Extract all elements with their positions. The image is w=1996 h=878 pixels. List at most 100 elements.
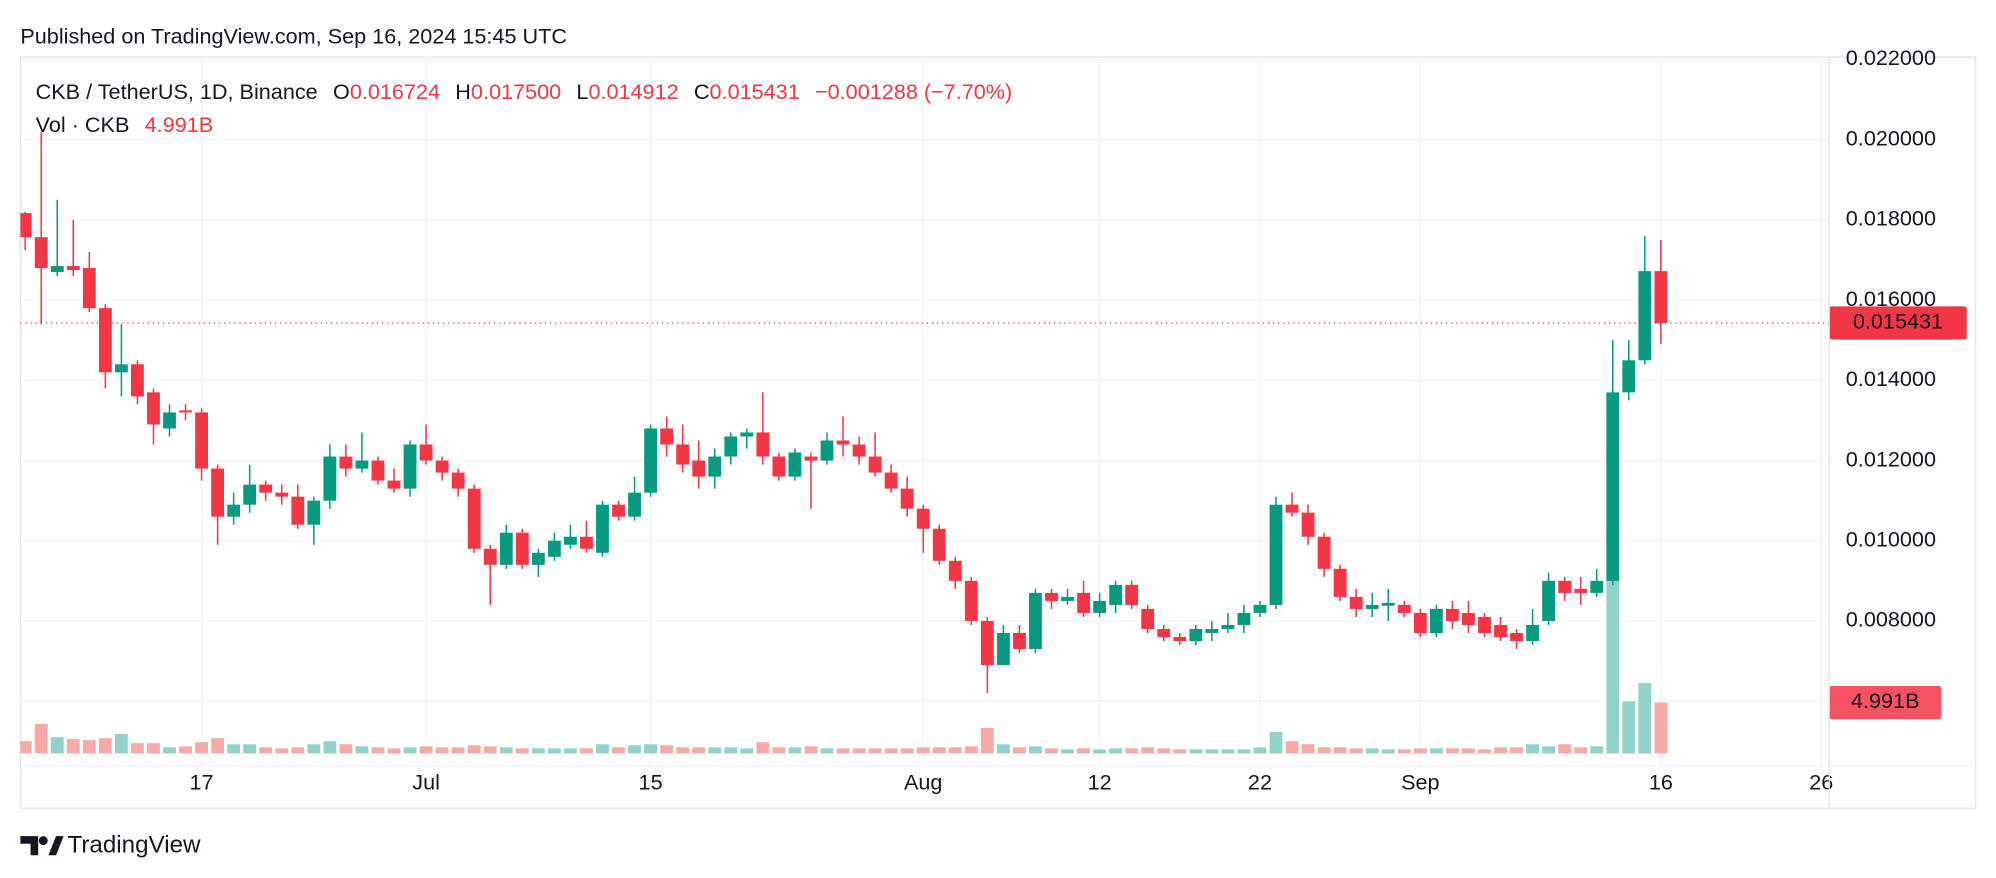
volume-bar [612, 747, 625, 754]
volume-bar [243, 744, 257, 754]
candle-body [980, 620, 994, 666]
volume-bar [147, 743, 160, 754]
volume-bar [355, 746, 369, 754]
candle-body [1077, 592, 1090, 613]
volume-bar [900, 748, 914, 754]
candle-body [1413, 612, 1427, 634]
volume-bar [1478, 749, 1491, 754]
volume-bar [1093, 749, 1107, 754]
y-tick-label: 0.008000 [1846, 607, 1936, 632]
volume-bar [1029, 746, 1042, 754]
candle-body [1526, 624, 1539, 642]
volume-bar [435, 747, 449, 754]
ohlc-key: H [455, 78, 471, 103]
volume-bar [227, 744, 241, 754]
volume-bar [371, 747, 385, 754]
plot-area [20, 131, 1830, 754]
candle-body [1462, 612, 1475, 625]
volume-bar [580, 748, 593, 754]
volume-bar [708, 747, 722, 754]
volume-bar [692, 747, 706, 754]
candle-body [1622, 360, 1636, 393]
volume-badge-label: 4.991B [1851, 688, 1920, 713]
candle-body [1558, 580, 1572, 593]
volume-bar [1413, 748, 1427, 754]
published-note: Published on TradingView.com, Sep 16, 20… [20, 24, 567, 49]
volume-bar [932, 747, 946, 754]
candle-body [1638, 271, 1652, 361]
grid [20, 57, 1830, 767]
volume-bar [1061, 749, 1074, 754]
candle-body [740, 432, 754, 437]
volume-bar [195, 742, 208, 754]
volume-bar [1285, 741, 1299, 754]
volume-bar [20, 741, 32, 754]
candle-body [868, 456, 882, 473]
volume-bar [756, 742, 770, 754]
legend-line: CKB / TetherUS, 1D, Binance O0.016724 H0.0… [36, 78, 1013, 103]
candle-body [996, 633, 1010, 666]
candle-body [964, 580, 978, 621]
candle-body [339, 456, 353, 469]
volume-bar [804, 746, 818, 754]
candle-body [1574, 588, 1588, 593]
volume-bar [1590, 746, 1604, 754]
candle-body [1381, 602, 1395, 606]
candle-body [1013, 633, 1026, 650]
candle-body [1093, 600, 1107, 613]
y-tick-label: 0.022000 [1846, 45, 1936, 70]
volume-bar [1638, 683, 1652, 754]
volume-bar [1574, 747, 1588, 754]
ohlc-value: 0.017500 [471, 78, 561, 103]
volume-bar [259, 747, 273, 754]
candle-body [20, 213, 32, 238]
x-tick-label: Jul [412, 770, 440, 795]
candle-body [451, 472, 465, 489]
volume-legend: Vol · CKB 4.991B [36, 112, 214, 137]
volume-bar [980, 727, 994, 754]
volume-bar [499, 747, 513, 754]
candle-body [1429, 608, 1443, 634]
candle-body [50, 266, 64, 273]
volume-bar [1109, 748, 1123, 754]
volume-bar [1077, 748, 1090, 754]
candle-body [1269, 504, 1283, 605]
volume-bar [660, 745, 674, 754]
change: −0.001288 (−7.70%) [815, 78, 1012, 103]
volume-bar [114, 734, 128, 754]
candle-body [179, 410, 192, 413]
candle-body [1542, 580, 1556, 621]
candle-body [371, 460, 385, 481]
volume-bar [788, 747, 802, 754]
candle-body [1301, 512, 1315, 537]
volume-bar [1189, 749, 1203, 754]
volume-bar [1381, 749, 1395, 754]
price-badge [1829, 306, 1967, 340]
candle-body [563, 536, 577, 545]
volume-bar [1173, 749, 1187, 754]
volume-bar [1542, 746, 1556, 754]
volume-bar [964, 746, 978, 754]
candle-body [1157, 628, 1171, 638]
volume-bar [1157, 748, 1171, 754]
candle-body [804, 456, 818, 461]
volume-bar [724, 747, 738, 754]
volume-bar [1333, 747, 1347, 754]
x-tick-label: 17 [190, 770, 214, 795]
volume-bar [1445, 748, 1459, 754]
volume-bar [884, 748, 898, 754]
candle-body [323, 456, 337, 501]
volume-bar [1494, 747, 1507, 754]
candle-body [499, 532, 513, 565]
volume-bar [868, 748, 882, 754]
axes: 0.0220000.0200000.0180000.0160000.014000… [20, 45, 1976, 809]
candle-body [547, 540, 561, 557]
volume-bar [291, 747, 305, 754]
candle-body [1141, 608, 1155, 629]
candle-body [612, 504, 625, 517]
price-badge-label: 0.015431 [1853, 309, 1943, 334]
volume-bar [1013, 747, 1026, 754]
volume-bar [644, 744, 658, 754]
volume-bar [772, 747, 786, 754]
volume-bar [211, 738, 225, 754]
